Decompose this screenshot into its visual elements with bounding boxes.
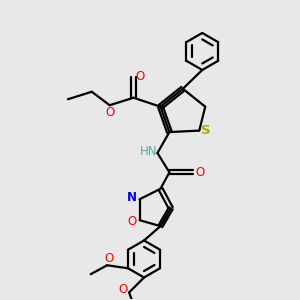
Text: O: O: [118, 283, 127, 296]
Text: O: O: [136, 70, 145, 83]
Text: O: O: [195, 166, 205, 179]
Text: O: O: [104, 252, 113, 265]
Text: O: O: [128, 215, 137, 228]
Text: O: O: [105, 106, 114, 119]
Text: N: N: [127, 191, 137, 204]
Text: HN: HN: [140, 145, 157, 158]
Text: S: S: [201, 124, 211, 137]
